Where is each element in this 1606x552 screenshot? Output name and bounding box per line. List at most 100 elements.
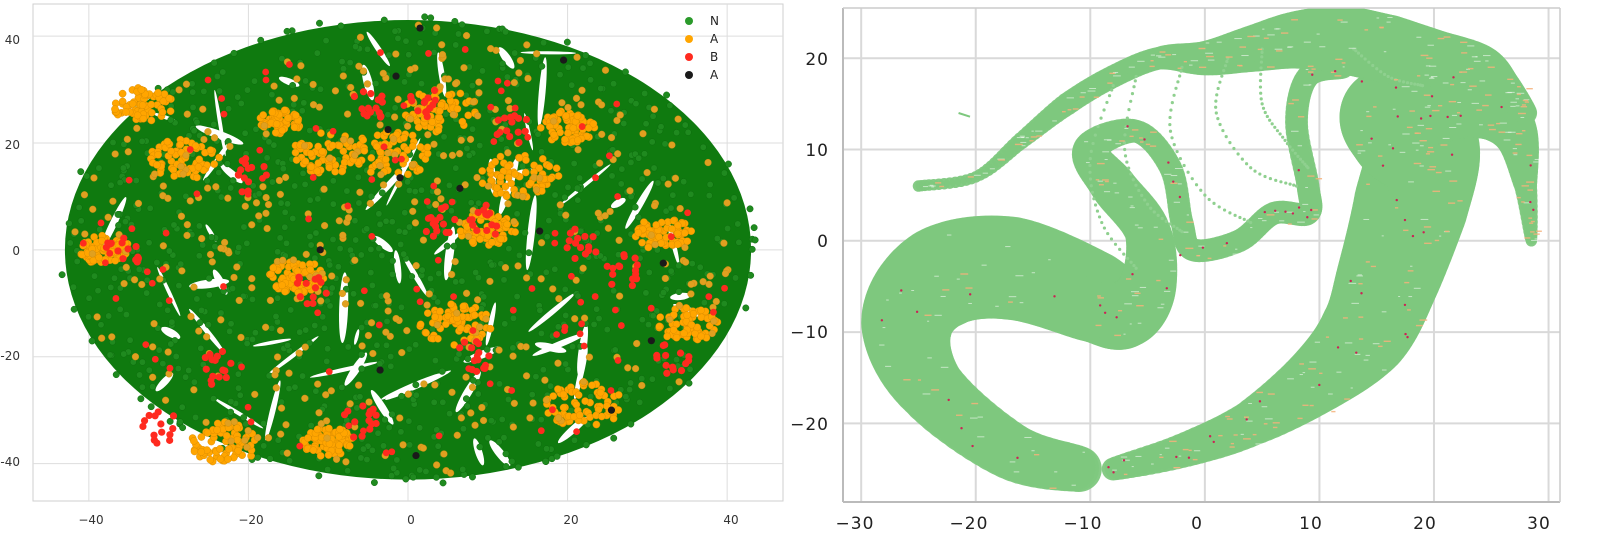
point-magenta bbox=[1310, 208, 1313, 212]
point-orange bbox=[1230, 442, 1235, 445]
strand-point bbox=[1132, 85, 1136, 89]
point-n bbox=[175, 282, 183, 290]
point-a bbox=[365, 398, 373, 406]
point-a bbox=[315, 409, 323, 417]
point-a bbox=[204, 128, 212, 136]
point-a bbox=[206, 455, 215, 464]
point-orange bbox=[1423, 226, 1432, 228]
point-orange bbox=[1524, 237, 1531, 239]
texture-gap bbox=[1274, 211, 1280, 213]
point-b bbox=[474, 208, 482, 217]
point-n bbox=[351, 217, 359, 225]
cluster-gap bbox=[354, 329, 360, 345]
strand-point bbox=[1259, 66, 1263, 70]
point-magenta bbox=[1245, 418, 1248, 421]
point-b bbox=[620, 251, 628, 259]
cluster-gap bbox=[670, 292, 691, 301]
point-n bbox=[88, 337, 96, 345]
point-b bbox=[609, 264, 617, 272]
point-n bbox=[167, 340, 175, 348]
point-orange bbox=[1413, 162, 1422, 165]
point-b bbox=[537, 427, 545, 435]
point-a bbox=[453, 105, 462, 113]
texture-gap bbox=[1387, 16, 1393, 18]
point-b bbox=[372, 411, 380, 419]
strand-point bbox=[1107, 94, 1112, 98]
point-n bbox=[500, 276, 508, 284]
point-a bbox=[338, 167, 347, 175]
texture-gap bbox=[1534, 238, 1539, 240]
point-orange bbox=[1239, 46, 1247, 48]
point-n bbox=[240, 414, 248, 421]
strand-point bbox=[1143, 198, 1147, 202]
point-a bbox=[304, 434, 312, 442]
point-a bbox=[225, 445, 233, 453]
point-a bbox=[673, 229, 682, 238]
point-b bbox=[154, 408, 162, 416]
point-a bbox=[523, 41, 531, 49]
point-a bbox=[456, 89, 465, 98]
point-a bbox=[367, 319, 376, 327]
point-b bbox=[684, 209, 692, 217]
point-a bbox=[276, 190, 284, 198]
point-orange bbox=[1526, 154, 1533, 157]
point-a bbox=[190, 386, 198, 394]
point-n bbox=[724, 160, 732, 168]
point-n bbox=[337, 22, 345, 30]
point-a bbox=[546, 174, 555, 183]
point-a bbox=[199, 105, 207, 113]
point-orange bbox=[1482, 104, 1489, 107]
point-orange bbox=[1425, 153, 1430, 155]
point-orange bbox=[1516, 196, 1521, 199]
point-b bbox=[322, 289, 330, 297]
point-n bbox=[446, 410, 454, 418]
texture-gap bbox=[1021, 145, 1026, 147]
strand-point bbox=[1288, 145, 1292, 149]
point-n bbox=[509, 344, 517, 352]
texture-gap bbox=[1415, 149, 1419, 151]
point-b bbox=[608, 280, 616, 288]
point-n bbox=[568, 81, 576, 89]
strand-point bbox=[1221, 128, 1225, 133]
texture-gap bbox=[922, 186, 928, 188]
point-a bbox=[538, 155, 547, 163]
point-a bbox=[221, 238, 229, 247]
point-orange bbox=[1308, 368, 1316, 370]
point-a bbox=[241, 202, 249, 210]
point-b bbox=[551, 229, 559, 237]
point-orange bbox=[1325, 336, 1330, 338]
point-a bbox=[412, 262, 420, 270]
y-tick-label: -20 bbox=[0, 349, 20, 363]
point-a bbox=[394, 95, 402, 103]
point-b bbox=[221, 367, 229, 375]
texture-gap bbox=[1512, 148, 1517, 150]
point-a bbox=[656, 313, 665, 321]
point-a bbox=[263, 224, 271, 233]
point-n bbox=[383, 341, 390, 349]
point-orange bbox=[1331, 410, 1336, 413]
strand-point bbox=[1244, 162, 1249, 166]
point-b bbox=[509, 306, 517, 314]
texture-gap bbox=[1071, 484, 1076, 486]
point-b bbox=[97, 219, 105, 227]
point-a bbox=[680, 229, 689, 237]
point-n bbox=[469, 473, 476, 481]
point-magenta bbox=[900, 289, 903, 292]
point-orange bbox=[1156, 279, 1161, 282]
point-a bbox=[347, 83, 355, 92]
texture-gap bbox=[1505, 131, 1512, 133]
point-n bbox=[147, 403, 155, 411]
point-n bbox=[448, 207, 455, 215]
point-a bbox=[276, 326, 285, 335]
point-a bbox=[545, 162, 554, 171]
point-a bbox=[190, 447, 199, 456]
point-orange bbox=[1521, 185, 1529, 187]
point-orange bbox=[1377, 155, 1383, 157]
texture-gap bbox=[1190, 60, 1199, 62]
texture-gap bbox=[977, 436, 985, 438]
texture-gap bbox=[1173, 201, 1181, 203]
point-a bbox=[527, 178, 535, 187]
x-tick-label: 20 bbox=[1413, 514, 1437, 534]
point-n bbox=[487, 417, 495, 425]
point-orange bbox=[1334, 75, 1342, 77]
